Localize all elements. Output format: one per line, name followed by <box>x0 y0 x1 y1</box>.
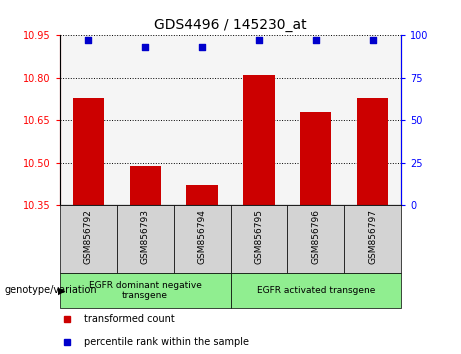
Text: GSM856792: GSM856792 <box>84 209 93 264</box>
Bar <box>243 75 275 205</box>
Text: EGFR activated transgene: EGFR activated transgene <box>257 286 375 295</box>
Text: GSM856794: GSM856794 <box>198 209 207 264</box>
Text: percentile rank within the sample: percentile rank within the sample <box>84 337 249 347</box>
Bar <box>344 205 401 273</box>
Point <box>85 38 92 43</box>
Text: GSM856797: GSM856797 <box>368 209 377 264</box>
Bar <box>73 98 104 205</box>
Point <box>142 45 149 50</box>
Text: transformed count: transformed count <box>84 314 175 324</box>
Point <box>312 38 319 43</box>
Bar <box>130 166 161 205</box>
Point <box>369 38 376 43</box>
Bar <box>174 205 230 273</box>
Text: GSM856793: GSM856793 <box>141 209 150 264</box>
Text: genotype/variation: genotype/variation <box>5 285 97 295</box>
Point <box>255 38 263 43</box>
Text: ▶: ▶ <box>58 285 65 295</box>
Bar <box>117 205 174 273</box>
Bar <box>357 98 388 205</box>
Text: GSM856796: GSM856796 <box>311 209 320 264</box>
Point <box>198 45 206 50</box>
Bar <box>186 185 218 205</box>
Bar <box>287 205 344 273</box>
Title: GDS4496 / 145230_at: GDS4496 / 145230_at <box>154 18 307 32</box>
Bar <box>60 273 230 308</box>
Text: EGFR dominant negative
transgene: EGFR dominant negative transgene <box>89 281 201 300</box>
Bar <box>230 273 401 308</box>
Bar <box>300 112 331 205</box>
Text: GSM856795: GSM856795 <box>254 209 263 264</box>
Bar <box>230 205 287 273</box>
Bar <box>60 205 117 273</box>
